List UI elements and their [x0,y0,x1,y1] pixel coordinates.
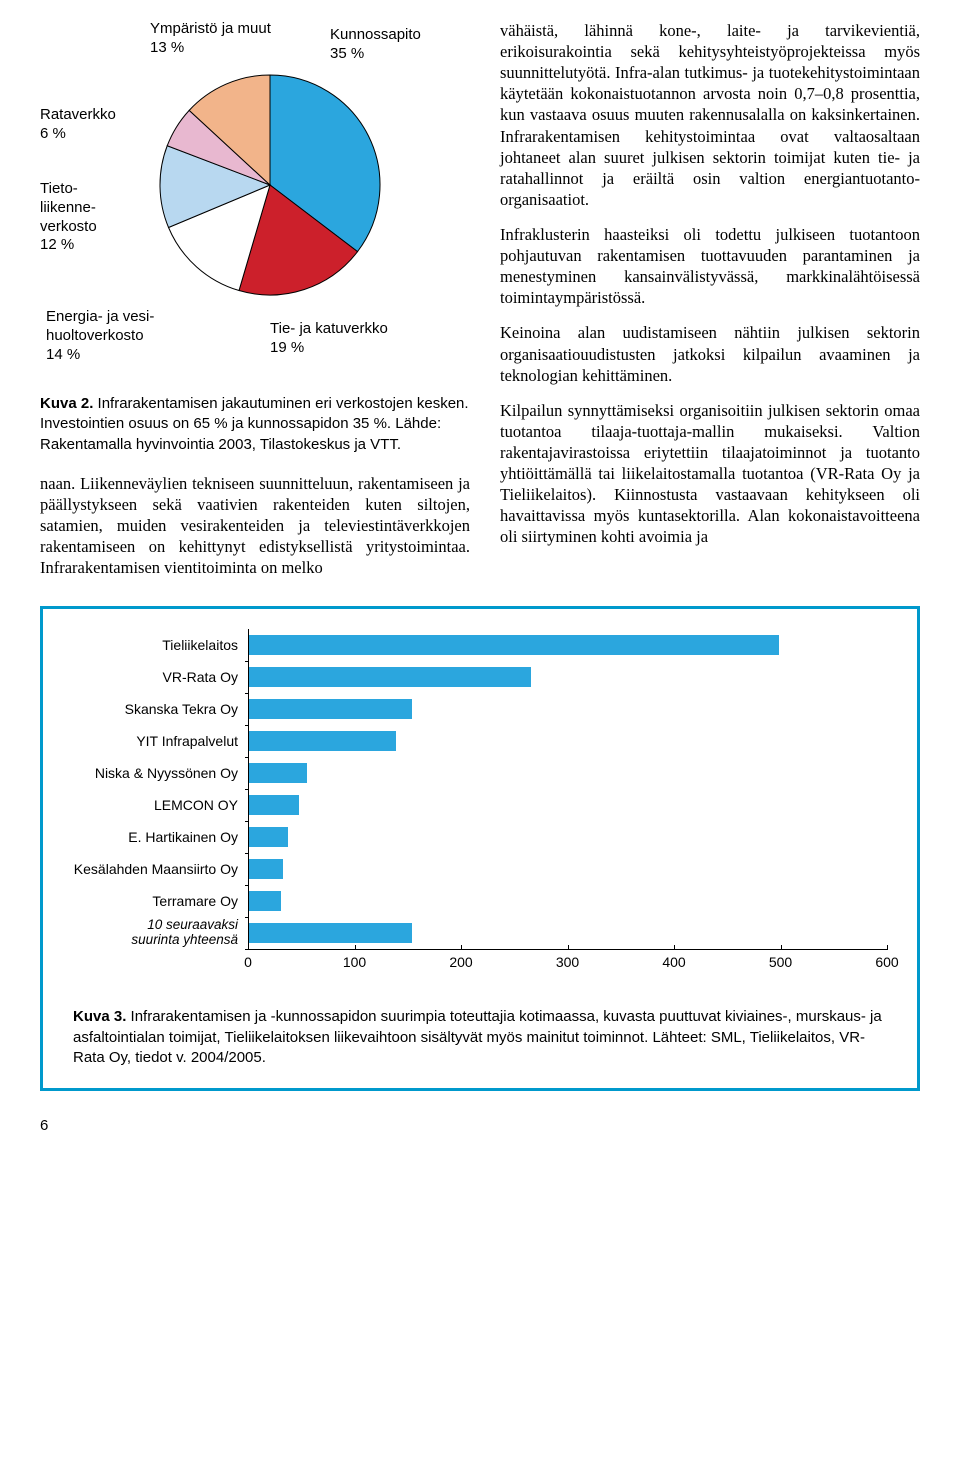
x-axis-label: 400 [662,954,685,970]
bar-rect [249,667,531,687]
bar-category-label: Niska & Nyyssönen Oy [73,766,248,781]
bar-row: YIT Infrapalvelut [73,725,887,757]
bar-caption: Kuva 3. Infrarakentamisen ja -kunnossapi… [73,1007,887,1068]
bar-row: Tieliikelaitos [73,629,887,661]
bar-rect [249,795,299,815]
bar-plot-area [248,661,887,693]
left-column: Kunnossapito35 % Tie- ja katuverkko19 % En… [40,20,470,578]
pie-caption: Kuva 2. Infrarakentamisen jakautuminen e… [40,394,470,455]
bar-rect [249,923,412,943]
x-axis-label: 0 [244,954,252,970]
paragraph-r1: vähäistä, lähinnä kone-, laite- ja tarvi… [500,20,920,210]
x-axis-label: 500 [769,954,792,970]
pie-slice-label: Tieto-liikenne-verkosto12 % [40,180,97,255]
x-axis-label: 100 [343,954,366,970]
bar-plot-area [248,853,887,885]
x-axis-label: 600 [875,954,898,970]
bar-category-label: Kesälahden Maansiirto Oy [73,862,248,877]
bar-plot-area [248,821,887,853]
bar-row: Skanska Tekra Oy [73,693,887,725]
x-axis-label: 300 [556,954,579,970]
bar-plot-area [248,885,887,917]
x-axis: 0100200300400500600 [248,949,887,973]
bar-category-label: Tieliikelaitos [73,638,248,653]
paragraph-r4: Kilpailun synnyttämiseksi organisoitiin … [500,400,920,548]
pie-slice-label: Tie- ja katuverkko19 % [270,320,388,358]
bar-rect [249,891,281,911]
page-number: 6 [40,1117,920,1134]
bar-category-label: E. Hartikainen Oy [73,830,248,845]
pie-slice-label: Ympäristö ja muut13 % [150,20,271,58]
pie-slice-label: Kunnossapito35 % [330,26,421,64]
bar-row: Kesälahden Maansiirto Oy [73,853,887,885]
bar-plot-area [248,757,887,789]
bar-rect [249,763,307,783]
bar-category-label: LEMCON OY [73,798,248,813]
bar-rect [249,827,288,847]
right-column: vähäistä, lähinnä kone-, laite- ja tarvi… [500,20,920,578]
pie-slice-label: Rataverkko6 % [40,106,116,144]
bar-plot-area [248,789,887,821]
pie-slice-label: Energia- ja vesi-huoltoverkosto14 % [46,308,154,364]
left-body-text: naan. Liikenneväylien tekniseen suunnitt… [40,473,470,579]
bar-row: Terramare Oy [73,885,887,917]
top-two-column-row: Kunnossapito35 % Tie- ja katuverkko19 % En… [40,20,920,578]
bar-plot-area [248,629,887,661]
bar-caption-lead: Kuva 3. [73,1008,126,1025]
bar-category-label: Skanska Tekra Oy [73,702,248,717]
bar-category-label: Terramare Oy [73,894,248,909]
bar-rect [249,859,283,879]
bar-plot-area [248,725,887,757]
bar-rect [249,699,412,719]
paragraph-r2: Infraklusterin haasteiksi oli todettu ju… [500,224,920,308]
bar-row: VR-Rata Oy [73,661,887,693]
bar-category-label: YIT Infrapalvelut [73,734,248,749]
pie-svg [155,70,385,300]
x-axis-label: 200 [449,954,472,970]
bar-chart: Tieliikelaitos VR-Rata Oy Skanska Tekra Oy… [73,629,887,989]
paragraph-r3: Keinoina alan uudistamiseen nähtiin julk… [500,322,920,385]
bar-row: Niska & Nyyssönen Oy [73,757,887,789]
bar-row: E. Hartikainen Oy [73,821,887,853]
bar-plot-area [248,693,887,725]
bar-chart-frame: Tieliikelaitos VR-Rata Oy Skanska Tekra Oy… [40,606,920,1091]
pie-caption-lead: Kuva 2. [40,395,93,412]
pie-chart: Kunnossapito35 % Tie- ja katuverkko19 % En… [40,20,470,380]
bar-rect [249,731,396,751]
bar-row: 10 seuraavaksisuurinta yhteensä [73,917,887,949]
bar-category-label: 10 seuraavaksisuurinta yhteensä [73,918,248,948]
paragraph-left: naan. Liikenneväylien tekniseen suunnitt… [40,473,470,579]
bar-row: LEMCON OY [73,789,887,821]
bar-category-label: VR-Rata Oy [73,670,248,685]
bar-rect [249,635,779,655]
